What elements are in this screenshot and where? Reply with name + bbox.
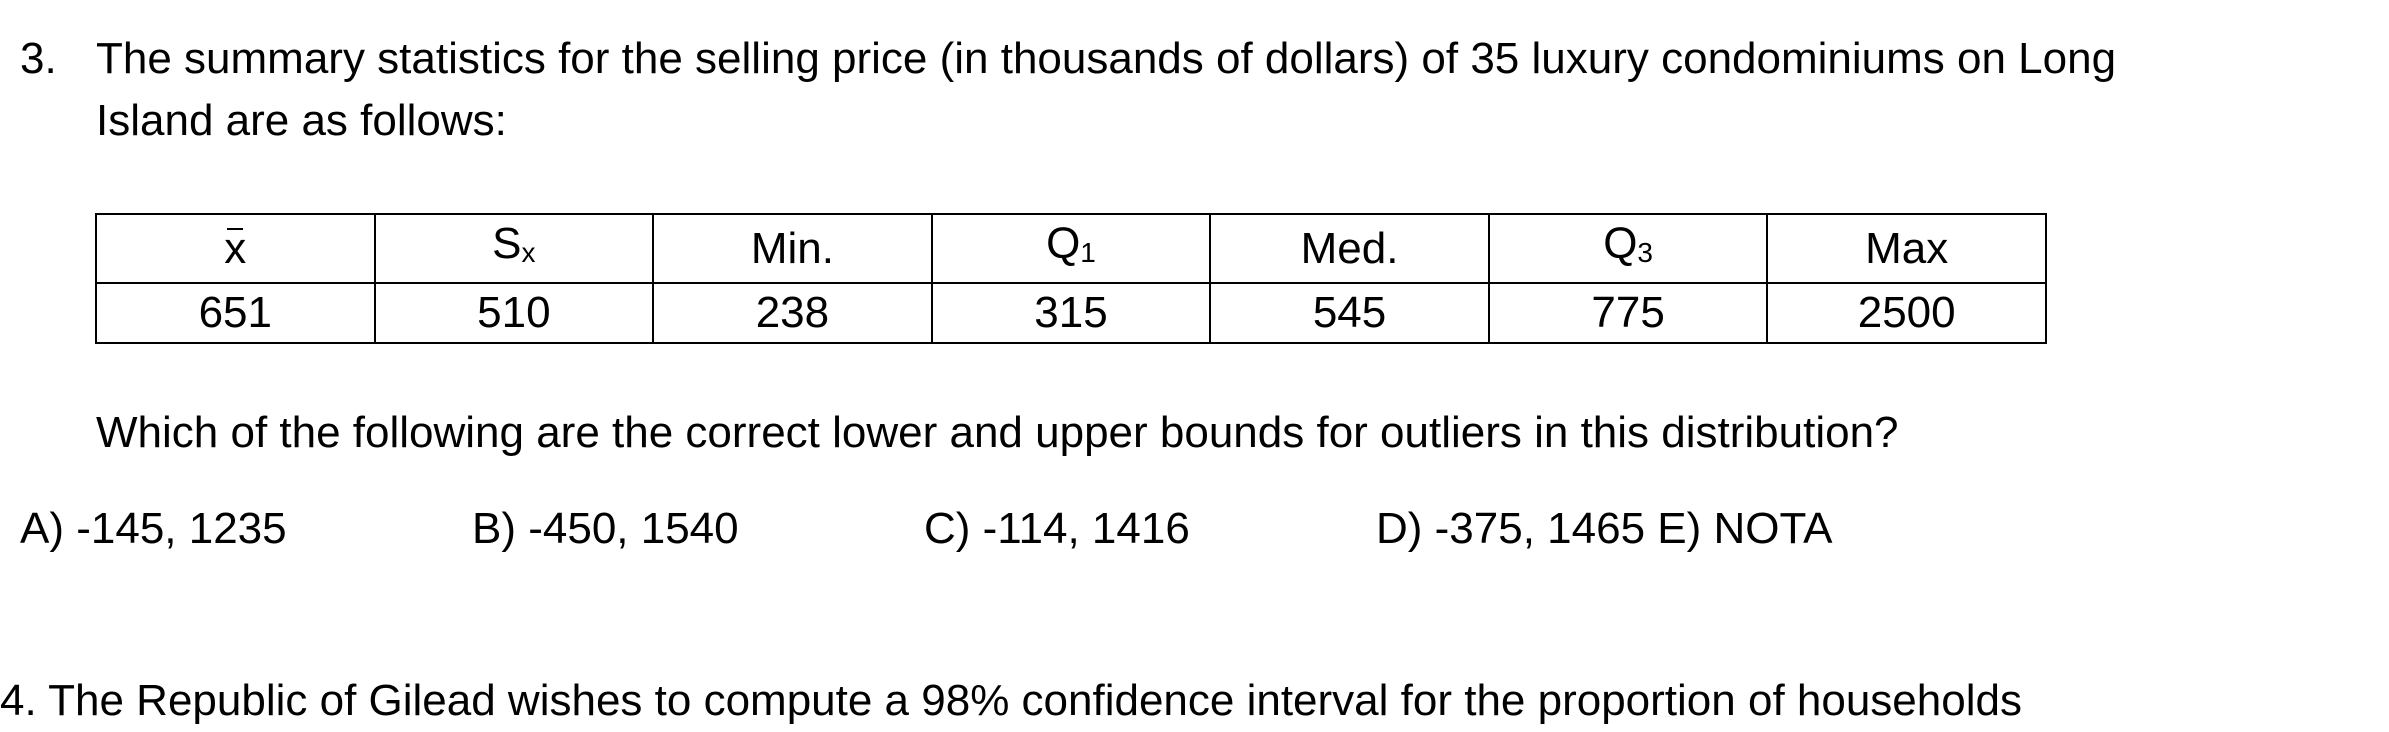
header-median: Med. (1209, 213, 1490, 284)
header-q3: Q3 (1487, 213, 1769, 284)
choice-c[interactable]: C) -114, 1416 (924, 504, 1190, 553)
header-q1: Q1 (930, 213, 1212, 284)
mean-symbol: x (224, 220, 246, 278)
value-mean: 651 (95, 282, 376, 344)
problem-number: 3. (20, 34, 57, 83)
header-sx: Sx (373, 213, 655, 284)
table-header-row: x Sx Min. Q1 Med. Q3 Max (95, 213, 2047, 284)
choice-a[interactable]: A) -145, 1235 (20, 504, 287, 553)
choice-b[interactable]: B) -450, 1540 (472, 504, 739, 553)
value-sx: 510 (373, 282, 655, 344)
value-max: 2500 (1766, 282, 2047, 344)
value-median: 545 (1209, 282, 1490, 344)
problem-text-line-1: The summary statistics for the selling p… (96, 34, 2117, 83)
next-problem-partial: 4. The Republic of Gilead wishes to comp… (0, 676, 2022, 725)
header-mean: x (95, 213, 376, 284)
value-min: 238 (652, 282, 933, 344)
value-q1: 315 (930, 282, 1212, 344)
summary-statistics-table: x Sx Min. Q1 Med. Q3 Max 651 510 238 315… (95, 213, 2047, 344)
value-q3: 775 (1487, 282, 1769, 344)
header-min: Min. (652, 213, 933, 284)
choice-d-e[interactable]: D) -375, 1465 E) NOTA (1376, 504, 1833, 553)
header-max: Max (1766, 213, 2047, 284)
question-text: Which of the following are the correct l… (96, 408, 1899, 457)
table-row: 651 510 238 315 545 775 2500 (95, 282, 2047, 344)
problem-text-line-2: Island are as follows: (96, 96, 507, 145)
